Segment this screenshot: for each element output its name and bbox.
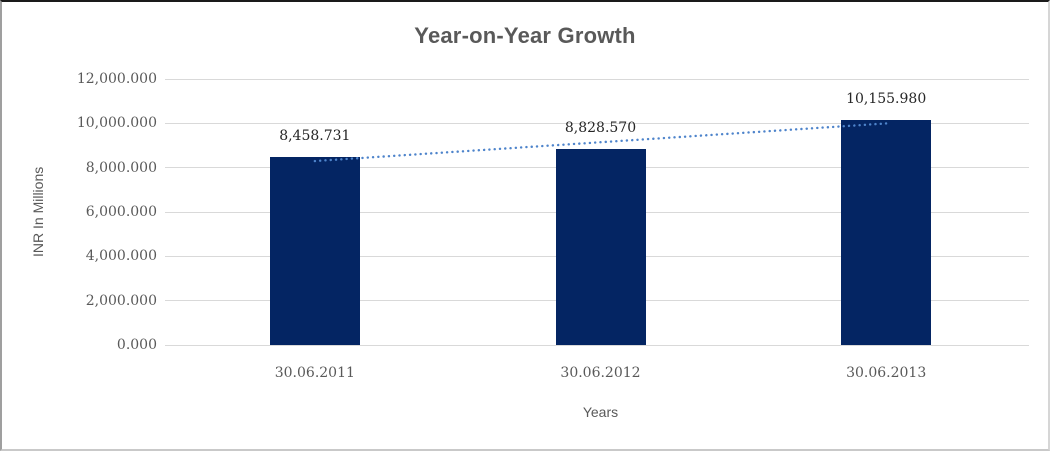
data-label: 8,458.731 (279, 128, 351, 145)
bar-30.06.2011 (269, 157, 360, 345)
x-axis-tick-label: 30.06.2013 (846, 365, 927, 381)
bar-30.06.2013 (841, 119, 932, 345)
gridline (165, 78, 1029, 80)
y-axis-tick-label: 12,000.000 (76, 71, 157, 87)
x-axis-tick-label: 30.06.2012 (560, 365, 641, 381)
y-axis-tick-label: 6,000.000 (85, 204, 157, 220)
data-label: 8,828.570 (564, 120, 637, 137)
y-axis-tick-label: 4,000.000 (85, 248, 157, 265)
y-axis-tick-label: 0.000 (116, 337, 157, 353)
x-axis-title: Years (582, 404, 619, 420)
y-axis-title: INR In Millions (30, 166, 46, 258)
chart-title: Year-on-Year Growth (414, 23, 636, 48)
data-label: 10,155.980 (846, 90, 927, 107)
y-axis-tick-label: 8,000.000 (85, 159, 157, 176)
y-axis-tick-label: 2,000.000 (85, 292, 157, 309)
gridline (165, 344, 1029, 346)
y-axis-tick-label: 10,000.000 (76, 115, 157, 132)
bar-30.06.2012 (555, 149, 646, 345)
x-axis-tick-label: 30.06.2011 (274, 365, 355, 381)
